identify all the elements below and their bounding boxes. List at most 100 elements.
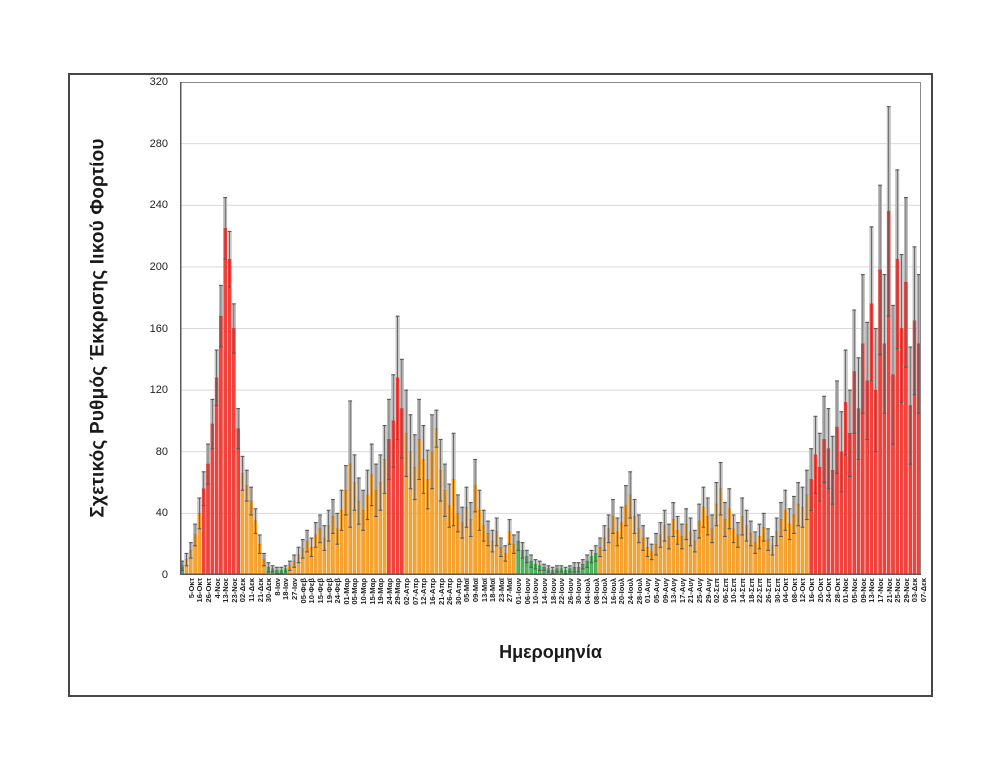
bar-group — [796, 482, 801, 575]
bar-group — [326, 509, 331, 575]
x-tick-label: 26-Απρ — [445, 578, 455, 605]
bar-group — [658, 522, 663, 575]
x-tick-label: 13-Αυγ — [669, 578, 679, 604]
bar-group — [460, 506, 465, 575]
bar-group — [257, 534, 262, 575]
bar-group — [860, 274, 865, 575]
bar-group — [848, 389, 852, 575]
bar-group — [322, 525, 327, 575]
bar-group — [718, 461, 723, 575]
bar-group — [219, 284, 223, 575]
bar-group — [546, 565, 551, 575]
bar-group — [804, 469, 809, 575]
bar-group — [378, 454, 383, 575]
bar-group — [481, 509, 486, 575]
bar-group — [779, 502, 783, 575]
chart-frame — [68, 73, 933, 697]
bar — [219, 315, 223, 575]
bar-group — [705, 497, 710, 575]
bar-group — [511, 534, 516, 575]
x-tick-label: 07-Δεκ — [919, 578, 929, 603]
bar-group — [628, 471, 633, 575]
bar-group — [731, 514, 736, 575]
bar-group — [486, 520, 490, 575]
y-tick-label: 200 — [149, 260, 168, 273]
bar-group — [727, 488, 732, 575]
x-tick-label: 10-Ιουν — [531, 578, 541, 605]
bar — [223, 228, 228, 575]
bar-group — [318, 514, 322, 575]
x-tick-label: 24-Ιουλ — [626, 578, 636, 605]
x-tick-label: 11-Δεκ — [246, 578, 256, 602]
bar-group — [619, 506, 624, 575]
x-tick-label: 25-Νοε — [893, 578, 903, 603]
x-axis-title: Ημερομηνία — [499, 642, 602, 662]
y-tick-label: 120 — [149, 384, 168, 397]
bar-group — [615, 517, 620, 575]
bar-group — [606, 514, 611, 575]
x-tick-label: 15-Φεβ — [315, 578, 325, 604]
x-tick-label: 13-Νοε — [867, 578, 877, 603]
bar-group — [201, 471, 206, 575]
bar-group — [387, 398, 391, 575]
bar-group — [822, 395, 826, 575]
bar-group — [753, 531, 758, 575]
x-tick-label: 02-Απρ — [402, 578, 412, 605]
bar-group — [524, 549, 529, 575]
bar-group — [313, 522, 318, 575]
bar-group — [809, 448, 814, 575]
bar-group — [835, 380, 839, 575]
bar-group — [537, 560, 542, 575]
x-tick-label: 26-Σεπ — [763, 578, 773, 603]
bar-group — [352, 454, 357, 575]
bar-group — [430, 414, 434, 575]
x-tick-label: 05-Μαρ — [350, 578, 360, 605]
bar-group — [533, 559, 538, 575]
x-tick-label: 13-Νοε — [221, 578, 231, 603]
bar-group — [839, 411, 844, 575]
bar-group — [636, 514, 641, 575]
bar-group — [662, 509, 667, 575]
bar-group — [761, 512, 766, 575]
bar-group — [740, 497, 745, 575]
bar-group — [197, 497, 202, 575]
bar-group — [572, 562, 577, 575]
x-tick-label: 05-Νοε — [850, 578, 860, 603]
bar-group — [878, 184, 882, 575]
bar-group — [447, 483, 452, 575]
bar-group — [262, 552, 266, 575]
bar-group — [507, 518, 512, 575]
x-tick-label: 16-Οκτ — [195, 578, 205, 603]
x-tick-label: 26-Οκτ — [203, 578, 213, 603]
bar-group — [736, 522, 740, 575]
y-axis-title: Σχετικός Ρυθμός Έκκρισης Ιικού Φορτίου — [87, 138, 109, 518]
bar-group — [813, 415, 818, 575]
bar-group — [223, 196, 228, 575]
bar-group — [231, 303, 236, 575]
bar-group — [559, 565, 564, 575]
bar-group — [266, 562, 271, 575]
bar-group — [421, 425, 426, 575]
bar-group — [253, 508, 258, 575]
bar-group — [701, 486, 706, 575]
bar-group — [300, 539, 305, 575]
bar-group — [757, 523, 762, 575]
bar-group — [236, 408, 241, 575]
x-tick-label: 16-Απρ — [427, 578, 437, 605]
bar-group — [184, 552, 189, 575]
x-tick-label: 22-Ιουν — [557, 578, 567, 605]
bar-group — [783, 489, 788, 575]
bar — [227, 258, 232, 575]
bar-group — [188, 542, 193, 575]
bar-group — [374, 463, 378, 575]
bar-group — [244, 469, 249, 575]
y-tick-label: 320 — [149, 76, 168, 88]
bar-group — [692, 529, 697, 575]
bar-group — [451, 432, 456, 575]
x-tick-label: 14-Ιουν — [539, 578, 549, 605]
bar-group — [654, 532, 658, 575]
bar-group — [723, 502, 727, 575]
bar-group — [369, 443, 374, 575]
x-tick-label: 24-Φεβ — [333, 578, 343, 604]
bar-group — [912, 246, 917, 575]
